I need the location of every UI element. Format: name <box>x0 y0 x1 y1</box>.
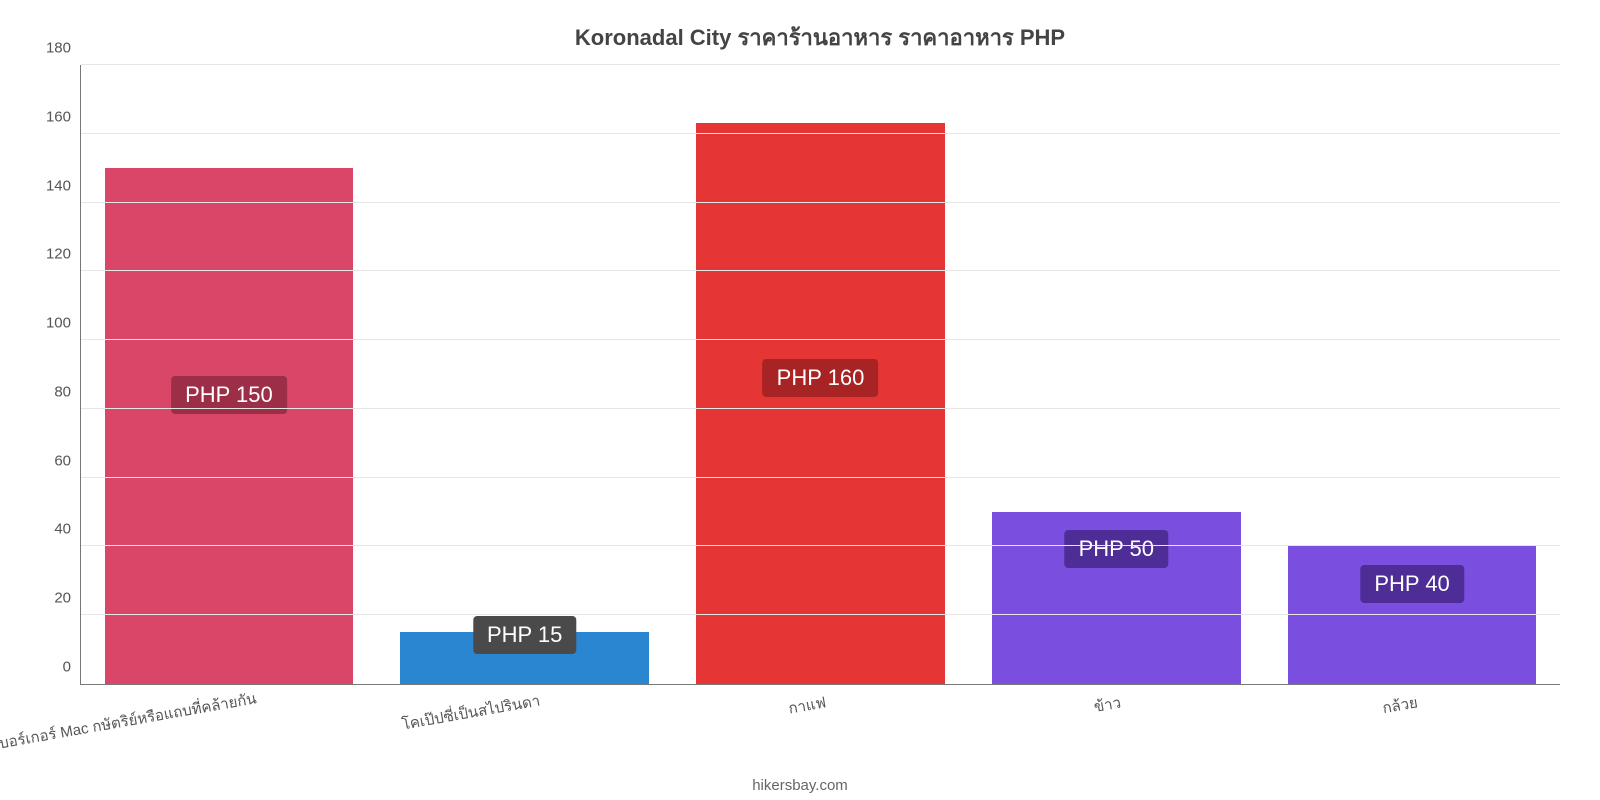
chart-title: Koronadal City ราคาร้านอาหาร ราคาอาหาร P… <box>80 20 1560 55</box>
bar-slot: PHP 15 <box>377 65 673 684</box>
bar-value-label: PHP 160 <box>763 359 879 397</box>
ytick-label: 120 <box>46 246 81 263</box>
gridline <box>81 202 1560 203</box>
x-axis-label: กาแฟ <box>786 690 827 720</box>
bar-value-label: PHP 50 <box>1065 530 1168 568</box>
bar-slot: PHP 40 <box>1264 65 1560 684</box>
ytick-label: 160 <box>46 108 81 125</box>
plot-area: PHP 150PHP 15PHP 160PHP 50PHP 40 0204060… <box>80 65 1560 685</box>
gridline <box>81 339 1560 340</box>
ytick-label: 0 <box>63 659 81 676</box>
bar-slot: PHP 160 <box>673 65 969 684</box>
xlabel-slot: เบอร์เกอร์ Mac กษัตริย์หรือแถบที่คล้ายกั… <box>80 685 376 745</box>
bar-value-label: PHP 15 <box>473 616 576 654</box>
ytick-label: 100 <box>46 315 81 332</box>
bar-slot: PHP 150 <box>81 65 377 684</box>
x-axis-label: เบอร์เกอร์ Mac กษัตริย์หรือแถบที่คล้ายกั… <box>0 686 258 756</box>
gridline <box>81 477 1560 478</box>
ytick-label: 60 <box>54 452 81 469</box>
x-axis-label: โคเป๊ปซี่เป็นสไปรินดา <box>400 689 542 737</box>
ytick-label: 180 <box>46 40 81 57</box>
chart-container: Koronadal City ราคาร้านอาหาร ราคาอาหาร P… <box>0 0 1600 800</box>
x-axis-labels: เบอร์เกอร์ Mac กษัตริย์หรือแถบที่คล้ายกั… <box>80 685 1560 745</box>
x-axis-label: กล้วย <box>1381 690 1420 720</box>
gridline <box>81 614 1560 615</box>
bar <box>696 123 944 684</box>
ytick-label: 80 <box>54 383 81 400</box>
xlabel-slot: ข้าว <box>968 685 1264 745</box>
gridline <box>81 270 1560 271</box>
gridline <box>81 64 1560 65</box>
ytick-label: 20 <box>54 590 81 607</box>
ytick-label: 40 <box>54 521 81 538</box>
xlabel-slot: กาแฟ <box>672 685 968 745</box>
xlabel-slot: โคเป๊ปซี่เป็นสไปรินดา <box>376 685 672 745</box>
bar <box>105 168 353 684</box>
gridline <box>81 408 1560 409</box>
attribution-text: hikersbay.com <box>752 777 848 794</box>
bar-slot: PHP 50 <box>968 65 1264 684</box>
x-axis-label: ข้าว <box>1092 691 1123 719</box>
bar-value-label: PHP 40 <box>1360 565 1463 603</box>
xlabel-slot: กล้วย <box>1264 685 1560 745</box>
gridline <box>81 133 1560 134</box>
ytick-label: 140 <box>46 177 81 194</box>
bars-group: PHP 150 PHP 15 PHP 160 PHP 50 PHP 40 <box>81 65 1560 684</box>
gridline <box>81 545 1560 546</box>
